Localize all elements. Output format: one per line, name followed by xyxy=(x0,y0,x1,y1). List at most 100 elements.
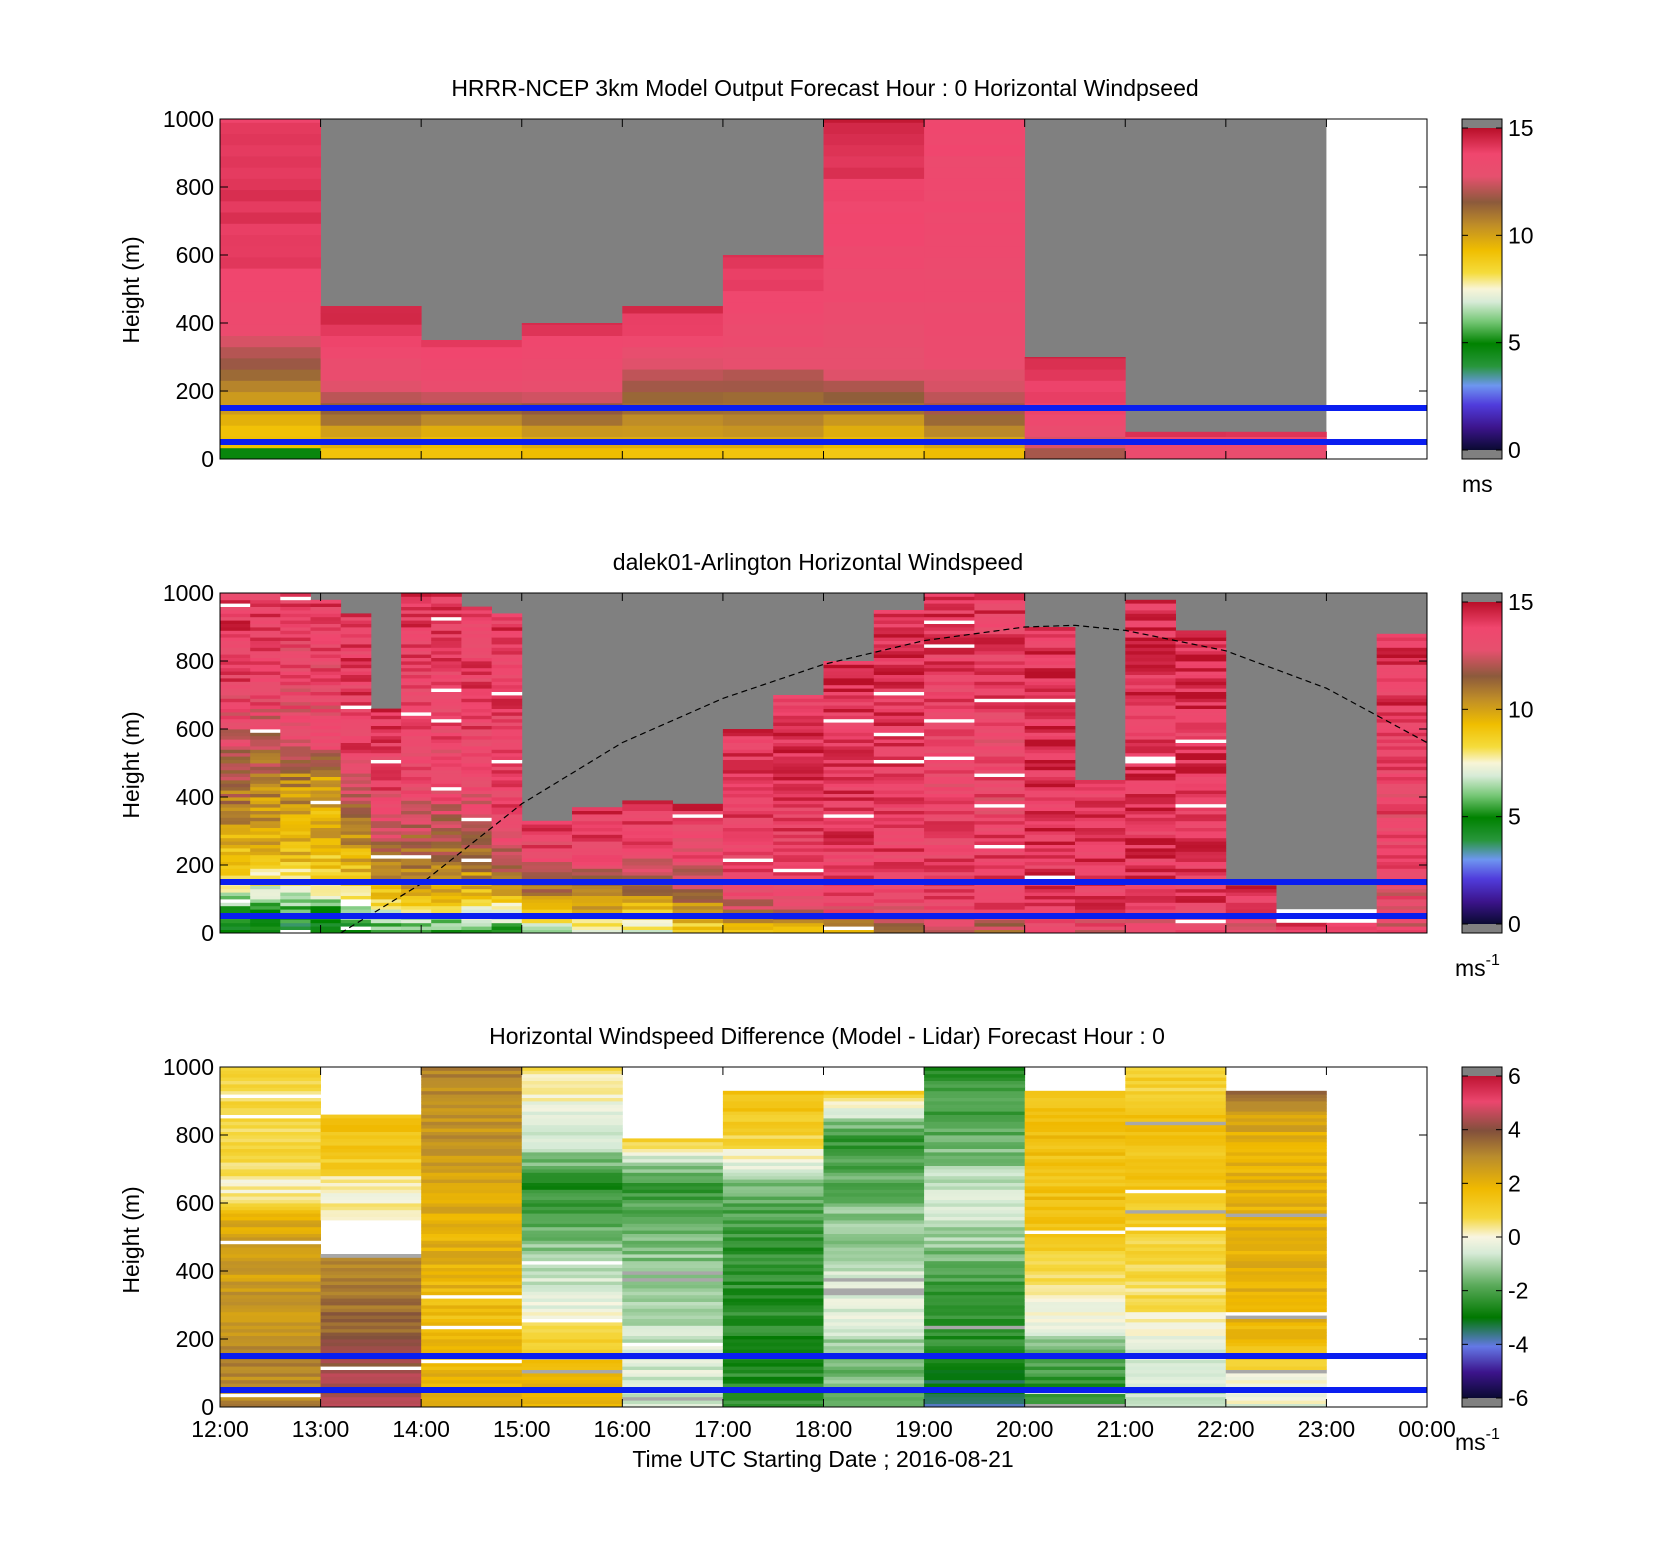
heatmap-cell xyxy=(1125,1267,1227,1272)
heatmap-cell xyxy=(672,922,724,927)
heatmap-cell xyxy=(622,1162,724,1166)
heatmap-cell xyxy=(220,1396,321,1401)
heatmap-cell xyxy=(622,1366,724,1370)
heatmap-cell xyxy=(461,888,492,893)
heatmap-cell xyxy=(924,773,975,777)
heatmap-cell xyxy=(722,1281,824,1285)
heatmap-cell xyxy=(622,391,724,404)
heatmap-cell xyxy=(672,909,724,913)
heatmap-cell xyxy=(220,1318,321,1323)
colorbar-missing-top xyxy=(1462,119,1502,128)
heatmap-cell xyxy=(572,895,623,900)
heatmap-cell xyxy=(722,1277,824,1282)
heatmap-cell xyxy=(1125,1322,1227,1326)
heatmap-cell xyxy=(421,1288,523,1292)
heatmap-cell xyxy=(974,895,1026,900)
heatmap-cell xyxy=(1024,1090,1126,1095)
heatmap-cell xyxy=(1024,1158,1126,1163)
heatmap-cell xyxy=(1376,688,1428,692)
heatmap-cell xyxy=(823,1192,925,1197)
y-tick-label: 0 xyxy=(201,446,214,472)
heatmap-cell xyxy=(1075,820,1126,825)
heatmap-cell xyxy=(823,671,875,675)
heatmap-cell xyxy=(220,346,321,359)
heatmap-cell xyxy=(722,1192,824,1197)
heatmap-cell xyxy=(1175,854,1227,859)
heatmap-cell xyxy=(924,1192,1026,1197)
heatmap-cell xyxy=(1175,888,1227,893)
heatmap-cell xyxy=(1376,756,1428,760)
heatmap-cell xyxy=(310,627,342,631)
heatmap-cell xyxy=(280,633,311,638)
heatmap-cell xyxy=(823,1369,925,1374)
heatmap-cell xyxy=(873,729,925,733)
heatmap-cell xyxy=(401,871,432,876)
heatmap-cell xyxy=(1175,773,1227,777)
heatmap-cell xyxy=(823,1260,925,1265)
heatmap-cell xyxy=(370,793,402,798)
heatmap-cell xyxy=(310,875,342,879)
heatmap-cell xyxy=(722,1107,824,1112)
heatmap-cell xyxy=(220,593,251,597)
heatmap-cell xyxy=(521,1067,623,1071)
heatmap-cell xyxy=(250,661,281,665)
heatmap-cell xyxy=(250,800,281,805)
heatmap-cell xyxy=(974,746,1026,750)
heatmap-cell xyxy=(823,1247,925,1251)
heatmap-cell xyxy=(1125,803,1176,808)
heatmap-cell xyxy=(461,657,492,662)
heatmap-cell xyxy=(924,234,1026,247)
heatmap-cell xyxy=(924,268,1026,280)
heatmap-cell xyxy=(974,667,1026,672)
heatmap-cell xyxy=(1276,929,1327,934)
heatmap-cell xyxy=(220,1090,321,1095)
heatmap-cell xyxy=(421,346,523,359)
heatmap-cell xyxy=(924,837,975,842)
heatmap-cell xyxy=(622,1328,724,1333)
heatmap-cell xyxy=(421,1369,523,1374)
heatmap-cell xyxy=(401,909,432,913)
y-tick-label: 1000 xyxy=(163,106,214,132)
heatmap-cell xyxy=(823,776,875,781)
heatmap-cell xyxy=(1024,1362,1126,1367)
heatmap-cell xyxy=(461,892,492,896)
heatmap-cell xyxy=(823,1403,925,1408)
heatmap-cell xyxy=(1376,831,1428,835)
heatmap-cell xyxy=(873,627,925,631)
heatmap-cell xyxy=(722,1199,824,1204)
heatmap-cell xyxy=(340,701,372,706)
heatmap-cell xyxy=(491,875,523,879)
heatmap-cell xyxy=(1175,909,1227,913)
heatmap-cell xyxy=(521,1264,623,1268)
heatmap-cell xyxy=(250,786,281,791)
heatmap-cell xyxy=(421,1237,523,1241)
heatmap-cell xyxy=(421,1073,523,1078)
heatmap-cell xyxy=(431,637,462,641)
heatmap-cell xyxy=(1225,1328,1327,1333)
heatmap-cell xyxy=(461,783,492,788)
heatmap-cell xyxy=(461,926,492,930)
heatmap-cell xyxy=(1024,899,1076,903)
heatmap-cell xyxy=(1125,888,1176,893)
heatmap-cell xyxy=(1125,431,1227,437)
heatmap-cell xyxy=(974,593,1026,597)
heatmap-cell xyxy=(672,844,724,849)
heatmap-cell xyxy=(873,919,925,924)
heatmap-cell xyxy=(491,705,523,709)
heatmap-cell xyxy=(491,858,523,862)
heatmap-cell xyxy=(924,1383,1026,1387)
heatmap-cell xyxy=(1024,661,1076,665)
heatmap-cell xyxy=(521,425,623,437)
heatmap-cell xyxy=(1225,1097,1327,1102)
heatmap-cell xyxy=(1125,1243,1227,1248)
heatmap-cell xyxy=(1024,905,1076,910)
heatmap-cell xyxy=(1125,1393,1227,1398)
heatmap-cell xyxy=(722,391,824,404)
heatmap-cell xyxy=(320,1131,422,1136)
heatmap-cell xyxy=(924,223,1026,235)
heatmap-cell xyxy=(773,820,824,825)
heatmap-cell xyxy=(823,807,875,811)
heatmap-cell xyxy=(873,817,925,822)
heatmap-cell xyxy=(1276,922,1327,927)
